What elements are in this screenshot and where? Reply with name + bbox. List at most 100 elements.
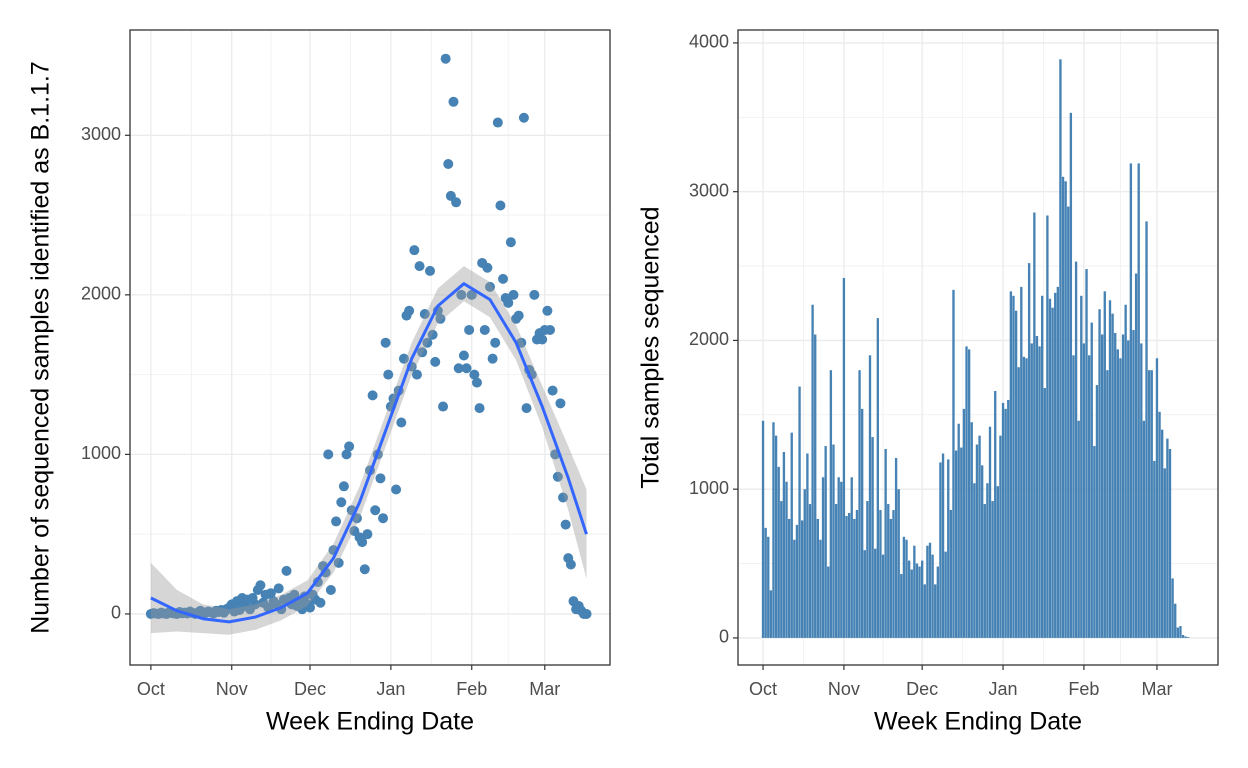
y-tick-label: 1000: [689, 478, 729, 498]
plot-background: [130, 30, 610, 665]
point: [485, 281, 495, 292]
bar: [1077, 420, 1080, 638]
point: [409, 245, 420, 256]
bar: [1111, 313, 1114, 638]
bar: [1004, 408, 1007, 638]
bar: [962, 408, 966, 638]
bar: [923, 584, 926, 638]
bar: [876, 318, 879, 638]
bar: [915, 563, 919, 638]
bar: [1103, 291, 1106, 638]
bar: [858, 370, 861, 638]
bar: [1134, 273, 1138, 638]
bar: [808, 504, 812, 638]
point: [323, 449, 334, 460]
bar: [1033, 212, 1036, 638]
bar: [1101, 334, 1104, 638]
point: [325, 585, 336, 596]
point: [565, 559, 576, 570]
bar: [1035, 335, 1039, 638]
bar: [1147, 370, 1151, 638]
x-tick-label: Jan: [376, 679, 405, 699]
bar: [975, 444, 979, 638]
bar: [780, 501, 783, 638]
bar: [1027, 263, 1031, 638]
y-tick-label: 4000: [689, 32, 729, 52]
point: [430, 356, 441, 367]
bar: [900, 573, 903, 638]
point: [398, 353, 409, 364]
bar: [863, 550, 866, 638]
point: [498, 273, 509, 284]
y-tick-label: 0: [111, 603, 121, 623]
bar: [907, 560, 911, 638]
point: [391, 484, 402, 495]
point: [438, 401, 449, 412]
panel-border: [737, 29, 1219, 666]
bar: [764, 527, 767, 638]
point: [265, 588, 276, 599]
x-tick-label: Dec: [294, 679, 326, 699]
point: [547, 385, 558, 396]
bar: [949, 510, 953, 638]
bar: [874, 548, 877, 638]
bar: [761, 420, 765, 638]
point: [508, 289, 519, 300]
x-tick-label: Nov: [828, 679, 860, 699]
smooth-line: [150, 282, 588, 624]
point: [338, 481, 349, 492]
point: [443, 159, 454, 170]
point: [425, 265, 435, 276]
point: [255, 580, 266, 591]
bar: [991, 501, 994, 638]
bar: [1174, 603, 1177, 638]
bar: [1085, 269, 1088, 638]
bar: [999, 435, 1002, 638]
x-tick-label: Oct: [137, 679, 165, 699]
bar: [787, 518, 791, 638]
bar: [1158, 411, 1161, 638]
bar: [853, 518, 856, 638]
point: [344, 441, 355, 452]
bar: [1124, 304, 1127, 638]
bar: [1007, 399, 1010, 638]
bar: [1114, 332, 1117, 638]
y-tick-label: 2000: [81, 284, 121, 304]
bar: [1132, 330, 1135, 638]
x-axis-title: Week Ending Date: [266, 708, 474, 736]
point: [451, 197, 462, 208]
bar: [847, 512, 851, 638]
bar: [1140, 343, 1143, 638]
y-tick-label: 0: [719, 627, 729, 647]
bar: [983, 504, 986, 638]
point: [359, 564, 370, 575]
bar: [936, 566, 939, 638]
bar: [892, 510, 895, 638]
bar: [967, 349, 971, 638]
bar: [978, 435, 981, 638]
bar: [1025, 358, 1028, 638]
bar: [1127, 340, 1130, 638]
point: [427, 329, 438, 340]
bar: [1129, 163, 1133, 638]
y-tick-label: 3000: [81, 124, 121, 144]
bar: [814, 334, 817, 638]
bar: [889, 518, 893, 638]
point: [529, 289, 540, 300]
bar: [827, 566, 830, 638]
bar: [1153, 460, 1156, 638]
y-axis-title: Number of sequenced samples identified a…: [27, 61, 55, 634]
x-tick-label: Jan: [989, 679, 1018, 699]
point: [487, 353, 498, 364]
x-tick-label: Mar: [529, 679, 560, 699]
bar: [785, 481, 788, 638]
point: [396, 417, 407, 428]
bar: [905, 539, 908, 638]
x-tick-label: Dec: [906, 679, 938, 699]
bar: [996, 486, 999, 638]
point: [417, 347, 428, 358]
point: [362, 529, 373, 540]
bar: [834, 504, 838, 638]
bar: [879, 510, 882, 638]
point: [331, 516, 342, 527]
